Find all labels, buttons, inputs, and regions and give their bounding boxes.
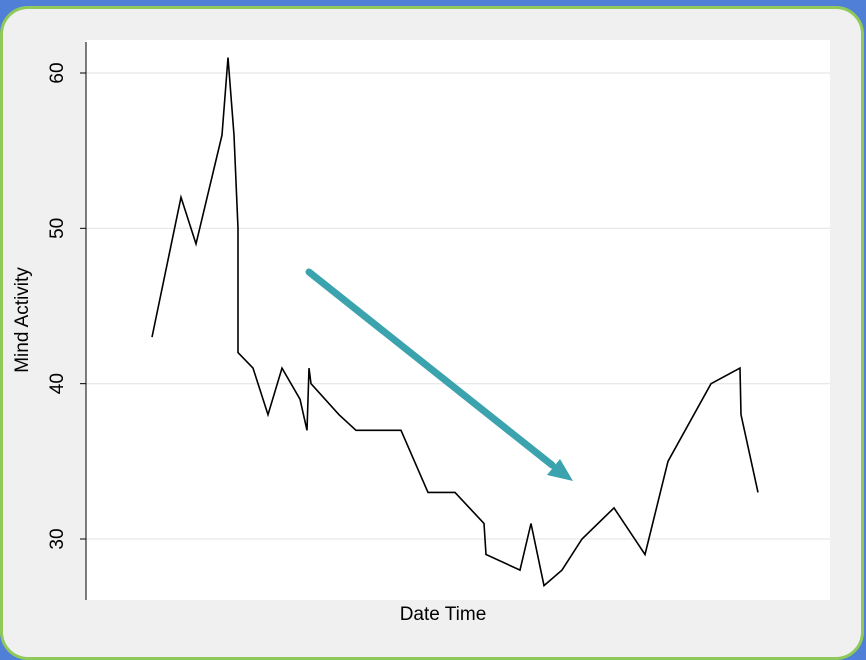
grid-lines — [86, 72, 830, 540]
y-axis-ticks: 30 40 50 60 — [47, 62, 86, 550]
y-tick-label-60: 60 — [47, 62, 68, 83]
trend-arrow-head — [547, 459, 573, 481]
y-tick-label-30: 30 — [47, 528, 68, 549]
trend-arrow — [305, 268, 573, 481]
y-tick-label-40: 40 — [47, 373, 68, 394]
series-line — [151, 57, 759, 588]
trend-arrow-shaft — [305, 268, 556, 469]
plot-area — [86, 40, 830, 600]
y-tick-label-50: 50 — [47, 218, 68, 239]
y-axis-label: Mind Activity — [12, 267, 33, 373]
x-axis-label: Date Time — [400, 604, 487, 625]
